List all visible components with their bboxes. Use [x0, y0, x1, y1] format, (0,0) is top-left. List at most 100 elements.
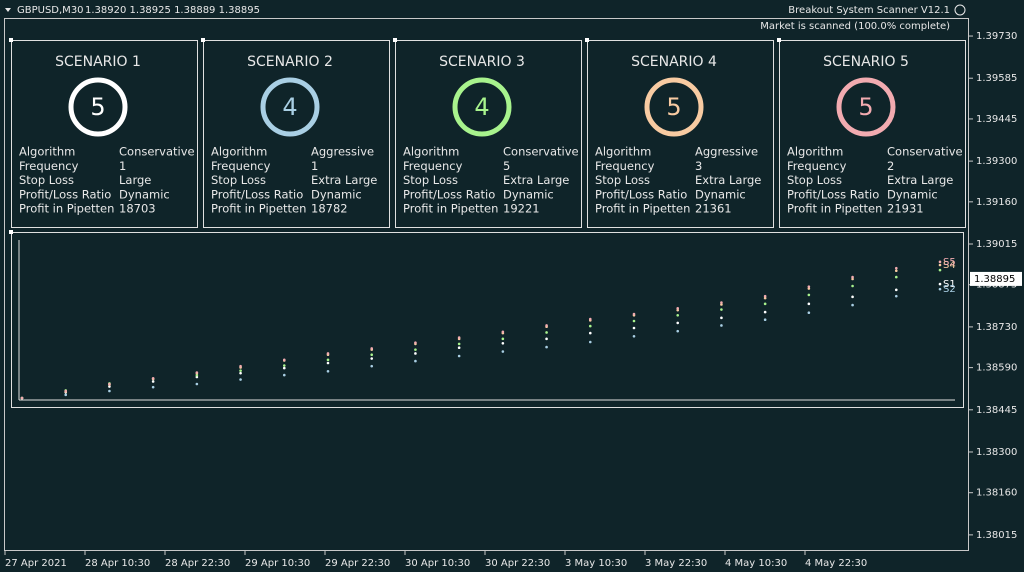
row-label: Frequency: [403, 159, 463, 173]
equity-dot: [894, 266, 898, 270]
equity-dot: [807, 302, 811, 306]
card-handle: [9, 38, 13, 42]
card-title: SCENARIO 5: [823, 54, 909, 70]
equity-dot: [326, 369, 330, 373]
row-label: Stop Loss: [211, 173, 266, 187]
row-value: Dynamic: [503, 187, 554, 201]
time-label: 28 Apr 22:30: [165, 558, 230, 569]
series-label: S1: [943, 279, 956, 290]
row-label: Profit/Loss Ratio: [19, 187, 111, 201]
scenario-card: SCENARIO 3 4 Algorithm Conservative Frequenc…: [393, 38, 582, 228]
row-value: Extra Large: [695, 173, 761, 187]
equity-dot: [894, 294, 898, 298]
row-value: 21361: [695, 202, 732, 216]
equity-dot: [676, 313, 680, 317]
equity-dot: [676, 329, 680, 333]
price-label: 1.39300: [976, 156, 1017, 167]
time-label: 4 May 22:30: [805, 558, 867, 569]
time-label: 3 May 22:30: [645, 558, 707, 569]
menu-arrow[interactable]: [5, 8, 11, 12]
equity-dot: [64, 389, 68, 393]
row-label: Profit/Loss Ratio: [787, 187, 879, 201]
row-value: Conservative: [119, 145, 195, 159]
equity-dot: [282, 358, 286, 362]
equity-dot: [763, 318, 767, 322]
equity-dot: [720, 301, 723, 304]
row-value: Extra Large: [503, 173, 569, 187]
row-value: 2: [887, 159, 894, 173]
equity-dot: [64, 393, 68, 397]
equity-dot: [282, 373, 286, 377]
equity-dot: [938, 260, 942, 264]
card-title: SCENARIO 4: [631, 54, 717, 70]
equity-dot: [720, 303, 723, 306]
equity-dot: [851, 284, 854, 288]
equity-dot: [851, 277, 854, 281]
row-value: 5: [503, 159, 510, 173]
equity-dot: [282, 364, 286, 367]
series-label: S2: [943, 284, 956, 295]
equity-dot: [676, 321, 680, 325]
card-handle: [585, 38, 589, 42]
equity-dot: [414, 341, 417, 344]
equity-dot: [938, 287, 942, 291]
chart-frame: [4, 18, 969, 551]
equity-dot: [588, 317, 592, 321]
scenario-card: SCENARIO 5 5 Algorithm Conservative Frequenc…: [777, 38, 966, 228]
equity-dot: [370, 353, 374, 357]
price-label: 1.39585: [976, 73, 1017, 84]
quote: 1.38920 1.38925 1.38889 1.38895: [85, 5, 260, 16]
equity-dot: [894, 288, 898, 292]
equity-dot: [763, 294, 767, 298]
equity-dot: [239, 378, 242, 381]
row-value: 18703: [119, 202, 156, 216]
time-label: 30 Apr 22:30: [485, 558, 550, 569]
equity-dot: [326, 358, 330, 362]
equity-dot: [632, 326, 636, 330]
equity-dot: [457, 336, 461, 339]
equity-dot: [545, 324, 548, 327]
equity-dot: [370, 364, 374, 368]
equity-dot: [676, 308, 680, 312]
equity-dot: [763, 296, 767, 300]
equity-dot: [195, 375, 199, 379]
equity-dot: [195, 373, 199, 377]
row-label: Frequency: [595, 159, 655, 173]
row-label: Algorithm: [787, 145, 843, 159]
equity-dot: [851, 275, 854, 279]
equity-dot: [632, 312, 636, 316]
series-label: S5: [943, 257, 956, 268]
row-value: 18782: [311, 202, 348, 216]
equity-dot: [763, 310, 767, 314]
equity-dot: [501, 330, 505, 334]
time-label: 30 Apr 10:30: [405, 558, 470, 569]
count-ring: [836, 77, 896, 137]
equity-dot: [720, 316, 723, 320]
close-button[interactable]: [954, 4, 966, 16]
row-value: 19221: [503, 202, 540, 216]
equity-dot: [894, 275, 898, 279]
count-ring: [68, 77, 128, 137]
equity-dot: [851, 295, 854, 299]
equity-dot: [108, 389, 111, 393]
price-label: 1.38590: [976, 363, 1017, 374]
count: 5: [666, 93, 681, 121]
count: 5: [858, 93, 873, 121]
time-label: 4 May 10:30: [725, 558, 787, 569]
current-price: 1.38895: [974, 274, 1015, 285]
equity-dot: [414, 352, 417, 355]
row-value: Extra Large: [887, 173, 953, 187]
row-value: Dynamic: [311, 187, 362, 201]
row-label: Profit in Pipetten: [211, 202, 306, 216]
equity-dot: [326, 361, 330, 365]
equity-dot: [108, 382, 111, 386]
equity-dot: [239, 369, 242, 372]
price-label: 1.39160: [976, 197, 1017, 208]
row-value: Extra Large: [311, 173, 377, 187]
equity-dot: [195, 382, 199, 386]
row-value: Aggressive: [311, 145, 374, 159]
equity-dot: [457, 342, 461, 346]
equity-dot: [632, 334, 636, 338]
card-handle: [393, 38, 397, 42]
count: 4: [474, 93, 489, 121]
